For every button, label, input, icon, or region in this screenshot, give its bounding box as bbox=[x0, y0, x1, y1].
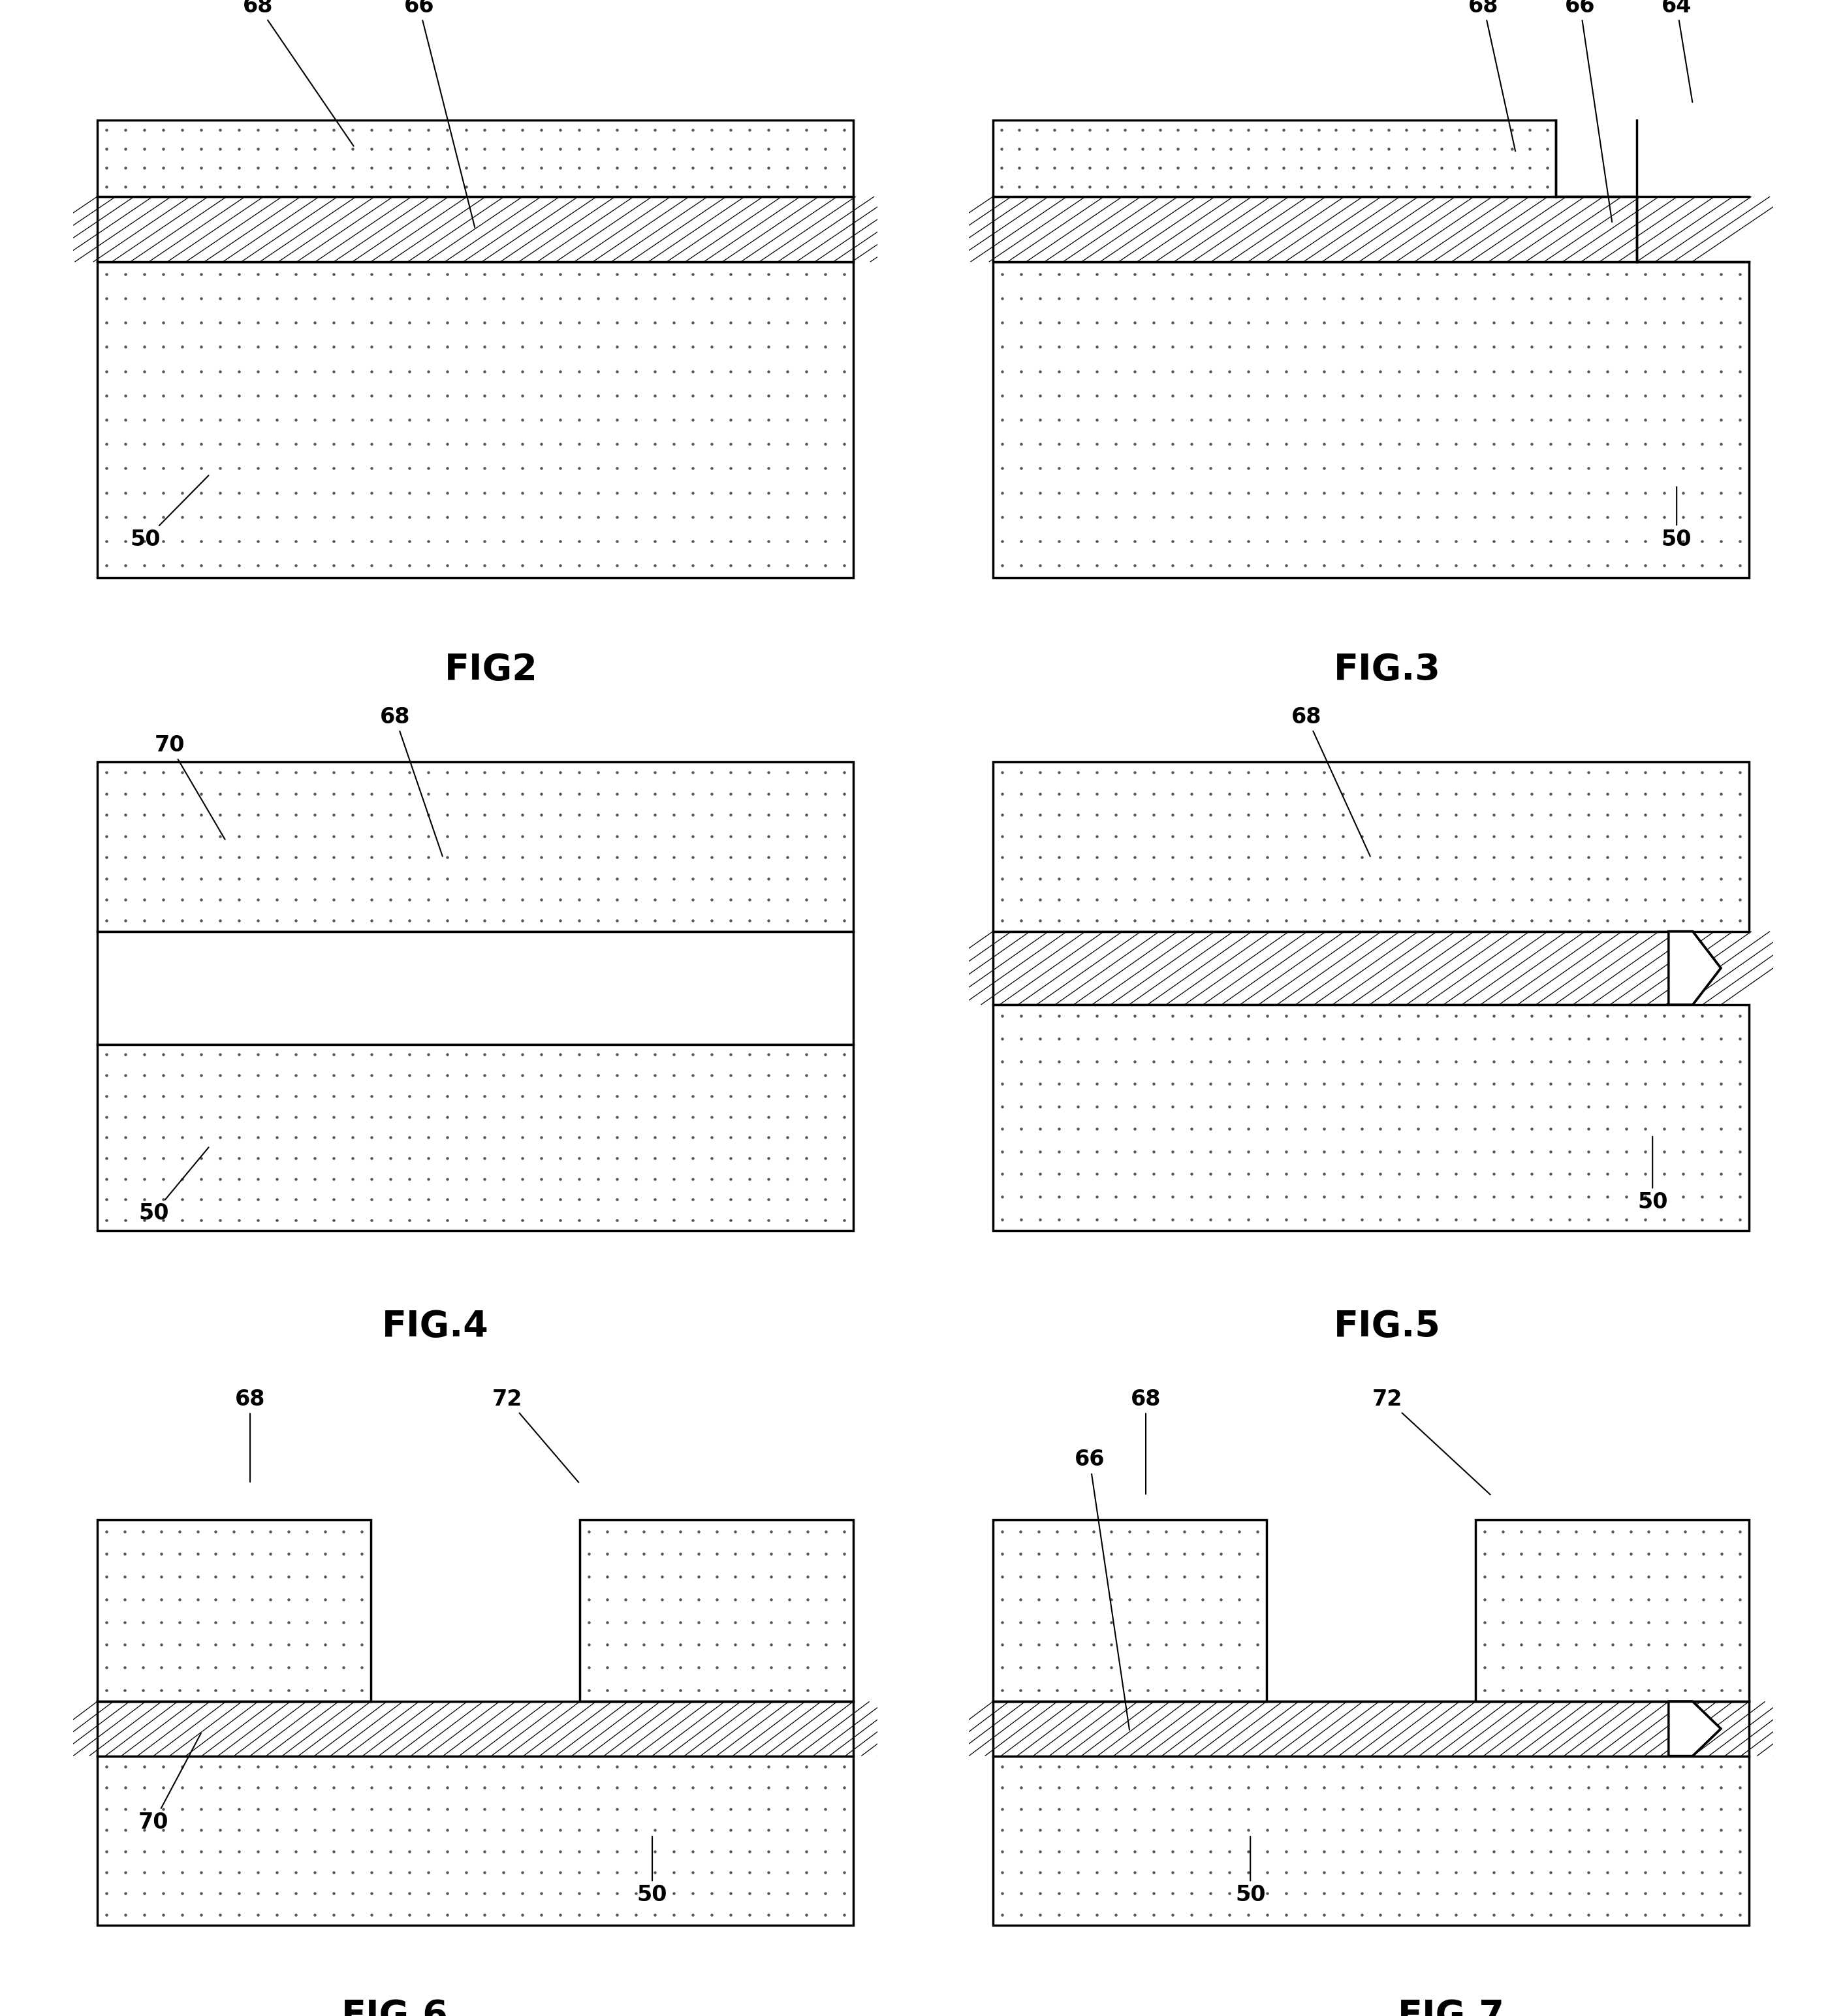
Text: 66: 66 bbox=[1075, 1450, 1130, 1730]
Bar bbox=[993, 121, 1556, 196]
Text: FIG.7: FIG.7 bbox=[1398, 1998, 1504, 2016]
Text: FIG2: FIG2 bbox=[444, 653, 537, 687]
Text: 50: 50 bbox=[636, 1837, 667, 1905]
Text: 72: 72 bbox=[492, 1389, 579, 1482]
Bar bbox=[97, 931, 854, 1044]
Bar bbox=[993, 762, 1749, 931]
Bar bbox=[97, 121, 854, 196]
Bar bbox=[993, 262, 1749, 577]
Bar bbox=[97, 1044, 854, 1230]
Text: 70: 70 bbox=[139, 1734, 201, 1833]
Text: 68: 68 bbox=[1468, 0, 1515, 151]
Text: FIG.5: FIG.5 bbox=[1334, 1308, 1440, 1345]
Bar bbox=[97, 1641, 854, 1702]
Text: 50: 50 bbox=[139, 1147, 208, 1224]
Text: 68: 68 bbox=[243, 0, 353, 145]
Bar bbox=[97, 1756, 854, 1925]
Text: 66: 66 bbox=[404, 0, 475, 228]
Text: 68: 68 bbox=[1130, 1389, 1161, 1494]
Bar bbox=[993, 1756, 1749, 1925]
Text: 64: 64 bbox=[1662, 0, 1693, 103]
Bar bbox=[1475, 1520, 1749, 1702]
Text: FIG.4: FIG.4 bbox=[382, 1308, 488, 1345]
Text: 50: 50 bbox=[1662, 488, 1693, 550]
Bar bbox=[97, 1520, 371, 1702]
Bar bbox=[97, 196, 854, 262]
Bar bbox=[993, 1004, 1749, 1230]
Text: 68: 68 bbox=[1291, 706, 1371, 857]
Bar bbox=[993, 931, 1669, 1004]
Text: 68: 68 bbox=[380, 706, 442, 857]
Bar bbox=[97, 1702, 854, 1756]
Bar bbox=[993, 1702, 1749, 1756]
Bar bbox=[97, 262, 854, 577]
Text: FIG.6: FIG.6 bbox=[342, 1998, 448, 2016]
Text: FIG.3: FIG.3 bbox=[1334, 653, 1440, 687]
Bar bbox=[97, 762, 854, 931]
Bar bbox=[579, 1520, 854, 1702]
Text: 72: 72 bbox=[1373, 1389, 1490, 1494]
Polygon shape bbox=[1669, 931, 1720, 1004]
Bar bbox=[993, 196, 1636, 262]
Text: 50: 50 bbox=[1236, 1837, 1265, 1905]
Polygon shape bbox=[1669, 1702, 1720, 1756]
Text: 70: 70 bbox=[154, 734, 225, 839]
Text: 66: 66 bbox=[1565, 0, 1612, 222]
Text: 68: 68 bbox=[234, 1389, 265, 1482]
Text: 50: 50 bbox=[130, 476, 208, 550]
Bar bbox=[993, 1520, 1267, 1702]
Text: 50: 50 bbox=[1638, 1137, 1667, 1214]
